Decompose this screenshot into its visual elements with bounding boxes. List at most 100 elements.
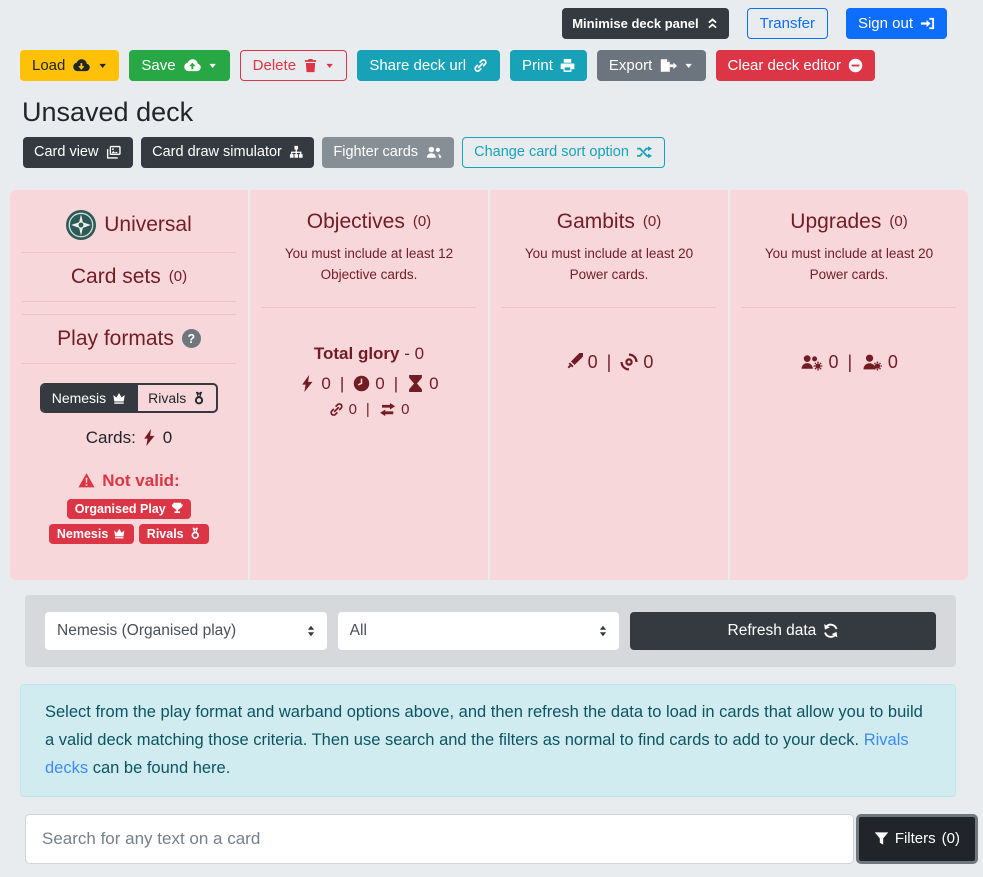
sign-out-label: Sign out [857, 15, 913, 32]
total-glory-value: 0 [414, 343, 425, 363]
upgrades-heading: Upgrades (0) [730, 210, 968, 234]
info-alert: Select from the play format and warband … [20, 683, 956, 797]
export-label: Export [608, 57, 653, 74]
bolt-icon [143, 429, 155, 446]
crown-icon [114, 529, 125, 539]
clear-deck-editor-button[interactable]: Clear deck editor [715, 50, 875, 81]
third-end-stat: 0 [407, 374, 439, 394]
caret-down-icon [685, 63, 693, 68]
print-label: Print [522, 57, 553, 74]
play-formats-heading: Play formats ? [10, 327, 248, 351]
not-valid-line: Not valid: [10, 471, 248, 491]
chain-icon [330, 402, 343, 416]
change-sort-button[interactable]: Change card sort option [462, 137, 665, 168]
rivals-toggle-button[interactable]: Rivals [136, 384, 216, 411]
search-input[interactable] [25, 813, 854, 864]
all-fighters-value: 0 [828, 351, 839, 372]
single-fighter-value: 0 [887, 351, 898, 372]
combo-value: 0 [348, 400, 357, 418]
shuffle-icon [636, 146, 653, 159]
gambits-heading: Gambits (0) [490, 210, 728, 234]
fighters-gear-icon [801, 355, 823, 371]
objectives-title: Objectives [306, 209, 405, 233]
spell-value: 0 [643, 351, 654, 372]
angles-up-icon [707, 18, 717, 29]
card-view-button[interactable]: Card view [23, 137, 134, 168]
card-sets-label: Card sets [70, 264, 161, 288]
filters-button[interactable]: Filters (0) [855, 813, 978, 864]
card-draw-simulator-button[interactable]: Card draw simulator [141, 137, 315, 168]
play-format-select[interactable]: Nemesis (Organised play) [45, 611, 327, 650]
transfer-label: Transfer [759, 15, 815, 32]
help-icon[interactable]: ? [181, 329, 201, 348]
sign-out-icon [920, 17, 935, 30]
share-deck-url-label: Share deck url [369, 57, 467, 74]
page-title: Unsaved deck [22, 97, 194, 127]
medal-icon [191, 528, 199, 540]
fighter-cards-button[interactable]: Fighter cards [322, 137, 455, 168]
exchange-icon [379, 402, 395, 416]
save-button[interactable]: Save [129, 50, 230, 81]
share-deck-url-button[interactable]: Share deck url [357, 50, 501, 81]
objectives-stats-row-1: 0 | 0 | 0 [250, 374, 488, 394]
cards-label: Cards: [85, 427, 136, 447]
users-icon [426, 146, 442, 158]
print-button[interactable]: Print [510, 50, 587, 81]
all-fighters-stat: 0 [800, 351, 839, 373]
surge-stat: 0 [299, 374, 331, 394]
crown-icon [113, 392, 125, 404]
gambits-count: (0) [642, 213, 662, 230]
sword-icon [567, 353, 583, 369]
warband-name: Universal [104, 212, 192, 236]
rivals-toggle-label: Rivals [148, 389, 187, 406]
minimise-deck-panel-label: Minimise deck panel [572, 16, 699, 31]
gambits-panel: Gambits (0) You must include at least 20… [490, 189, 728, 580]
caret-down-icon [326, 63, 333, 68]
card-view-label: Card view [34, 144, 99, 160]
separator: | [365, 400, 370, 418]
caret-down-icon [209, 63, 217, 68]
upgrades-panel: Upgrades (0) You must include at least 2… [730, 189, 968, 580]
sitemap-icon [289, 145, 303, 158]
play-formats-label: Play formats [57, 326, 174, 350]
filters-count: (0) [941, 830, 960, 848]
transfer-button[interactable]: Transfer [746, 8, 828, 39]
deck-toolbar: Load Save Delete Share deck url Print Ex… [20, 50, 983, 81]
export-button[interactable]: Export [596, 50, 706, 81]
warband-select[interactable]: All [337, 611, 620, 650]
objectives-panel: Objectives (0) You must include at least… [250, 189, 488, 580]
minimise-deck-panel-button[interactable]: Minimise deck panel [562, 8, 729, 39]
gambits-title: Gambits [556, 209, 635, 233]
hourglass-icon [409, 375, 423, 393]
nemesis-toggle-label: Nemesis [51, 389, 107, 406]
not-valid-badges: Organised Play Nemesis Rivals [38, 498, 220, 544]
delete-button[interactable]: Delete [239, 50, 348, 81]
badge-rivals: Rivals [138, 523, 210, 544]
warband-heading: Universal [10, 209, 248, 240]
minus-circle-icon [848, 58, 863, 73]
end-phase-stat: 0 [353, 373, 385, 394]
universal-warband-icon [66, 209, 97, 240]
cards-count-line: Cards: 0 [10, 428, 248, 448]
ploy-stat: 0 [565, 352, 598, 373]
clock-icon [354, 375, 370, 392]
badge-organised-play-label: Organised Play [74, 501, 166, 516]
topbar: Minimise deck panel Transfer Sign out [0, 0, 983, 39]
separator: | [393, 373, 399, 393]
end-phase-value: 0 [375, 373, 385, 393]
spiral-icon [620, 353, 638, 371]
info-alert-text-end: can be found here. [92, 759, 231, 778]
refresh-data-button[interactable]: Refresh data [630, 611, 937, 650]
sign-out-button[interactable]: Sign out [845, 8, 947, 39]
nemesis-toggle-button[interactable]: Nemesis [41, 384, 137, 411]
view-bar: Card view Card draw simulator Fighter ca… [23, 137, 983, 168]
data-selection-row: Nemesis (Organised play) All Refresh dat… [25, 594, 956, 667]
rivals-decks-link[interactable]: Rivals decks [45, 730, 909, 778]
warning-icon [78, 473, 95, 488]
load-button[interactable]: Load [20, 50, 120, 81]
separator: | [606, 351, 612, 372]
save-label: Save [141, 57, 176, 74]
objectives-stats-row-2: 0 | 0 [250, 401, 488, 418]
hybrid-stat: 0 [379, 401, 409, 418]
